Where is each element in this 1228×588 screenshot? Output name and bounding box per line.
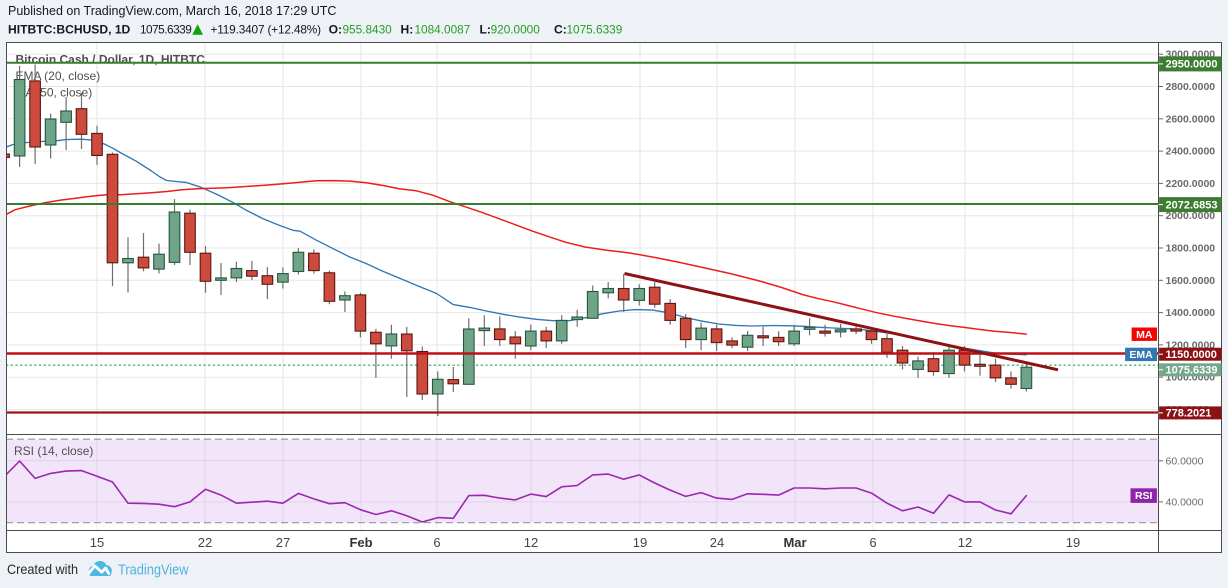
- svg-text:2950.0000: 2950.0000: [1166, 59, 1218, 71]
- svg-text:Published on TradingView.com,: Published on TradingView.com, March 16, …: [8, 4, 336, 18]
- svg-text:12: 12: [524, 535, 538, 550]
- svg-text:778.2021: 778.2021: [1166, 408, 1212, 420]
- svg-text:2072.6853: 2072.6853: [1166, 199, 1218, 211]
- svg-text:2200.0000: 2200.0000: [1166, 178, 1216, 190]
- svg-text:19: 19: [1066, 535, 1080, 550]
- svg-text:1150.0000: 1150.0000: [1166, 349, 1217, 361]
- svg-text:24: 24: [710, 535, 724, 550]
- svg-text:EMA: EMA: [1129, 349, 1153, 361]
- svg-text:RSI (14, close): RSI (14, close): [14, 444, 93, 458]
- svg-text:MA: MA: [1136, 329, 1153, 341]
- svg-text:2400.0000: 2400.0000: [1166, 146, 1216, 158]
- svg-text:1800.0000: 1800.0000: [1166, 243, 1216, 255]
- svg-text:1075.6339: 1075.6339: [1166, 365, 1218, 377]
- svg-text:27: 27: [276, 535, 290, 550]
- svg-text:22: 22: [198, 535, 212, 550]
- svg-text:1600.0000: 1600.0000: [1166, 275, 1216, 287]
- svg-text:6: 6: [869, 535, 876, 550]
- svg-text:2800.0000: 2800.0000: [1166, 81, 1216, 93]
- svg-text:Created with: Created with: [7, 561, 78, 577]
- svg-text:Bitcoin Cash / Dollar, 1D, HIT: Bitcoin Cash / Dollar, 1D, HITBTC: [16, 53, 206, 67]
- svg-text:6: 6: [433, 535, 440, 550]
- svg-text:EMA (20, close): EMA (20, close): [16, 69, 101, 83]
- svg-text:15: 15: [90, 535, 104, 550]
- svg-text:1400.0000: 1400.0000: [1166, 307, 1216, 319]
- svg-text:2000.0000: 2000.0000: [1166, 210, 1216, 222]
- svg-text:Mar: Mar: [783, 535, 806, 550]
- svg-text:TradingView: TradingView: [118, 563, 189, 579]
- svg-text:60.0000: 60.0000: [1166, 455, 1204, 467]
- svg-text:19: 19: [633, 535, 647, 550]
- svg-text:Feb: Feb: [349, 535, 372, 550]
- svg-text:RSI: RSI: [1135, 490, 1153, 502]
- svg-text:2600.0000: 2600.0000: [1166, 113, 1216, 125]
- svg-text:40.0000: 40.0000: [1166, 496, 1204, 508]
- svg-text:MA (50, close): MA (50, close): [16, 85, 93, 99]
- svg-text:12: 12: [958, 535, 972, 550]
